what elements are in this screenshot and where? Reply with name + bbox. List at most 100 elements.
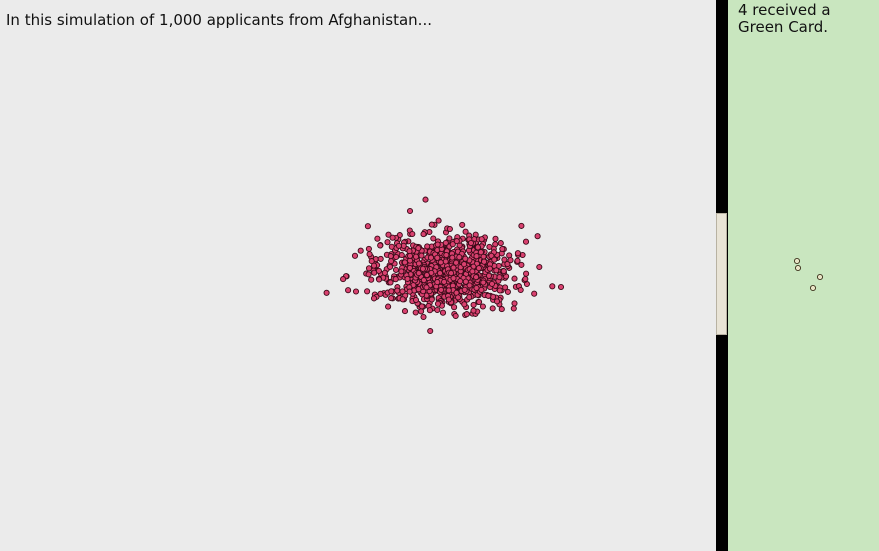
- applicant-dot: [437, 259, 444, 266]
- applicant-dot: [499, 245, 506, 253]
- applicant-dot: [461, 286, 468, 293]
- applicant-dot: [438, 286, 445, 293]
- applicant-dot: [466, 294, 473, 301]
- applicant-dot: [434, 279, 441, 286]
- applicant-dot: [392, 266, 400, 273]
- applicant-dot: [517, 286, 524, 294]
- applicant-dot: [399, 288, 406, 295]
- applicant-dot: [518, 261, 525, 268]
- applicant-dot: [514, 257, 521, 264]
- applicant-dot: [412, 253, 420, 260]
- applicant-dot: [451, 304, 458, 311]
- applicant-dot: [475, 265, 482, 272]
- applicant-dot: [477, 249, 484, 256]
- applicant-dot: [365, 245, 372, 252]
- applicant-dot: [439, 309, 447, 316]
- applicant-dot: [442, 239, 449, 246]
- applicant-dot: [462, 255, 469, 262]
- applicant-dot: [366, 251, 373, 258]
- applicant-dot: [531, 290, 538, 297]
- applicant-dot: [375, 267, 382, 274]
- applicant-dot: [463, 311, 470, 318]
- applicant-dot: [436, 270, 444, 277]
- applicant-dot: [415, 260, 422, 267]
- applicant-dot: [323, 289, 330, 296]
- applicant-dot: [511, 300, 518, 307]
- applicant-dot: [406, 264, 413, 271]
- applicant-dot: [493, 298, 501, 305]
- applicant-dot: [507, 257, 514, 264]
- applicant-dot: [399, 296, 406, 303]
- applicant-dot: [426, 307, 433, 314]
- applicant-dot: [491, 256, 498, 263]
- applicant-dot: [415, 245, 422, 252]
- applicant-dot: [501, 256, 508, 263]
- applicant-dot: [456, 254, 463, 261]
- applicant-dot: [518, 222, 525, 229]
- applicant-dot: [466, 282, 473, 289]
- green-card-recipient-dot: [794, 264, 802, 272]
- applicant-dot: [368, 276, 375, 283]
- applicant-dot: [406, 207, 414, 215]
- applicant-dot: [498, 306, 505, 313]
- applicant-dot: [401, 308, 409, 315]
- applicant-dot: [434, 300, 442, 307]
- applicant-dot: [485, 292, 492, 299]
- applicant-dot: [398, 268, 405, 275]
- applicant-dot: [430, 235, 437, 242]
- applicant-dot: [480, 279, 487, 286]
- applicant-dot: [395, 242, 402, 249]
- applicant-dot: [511, 275, 518, 282]
- applicant-dot: [384, 239, 391, 246]
- applicant-dot: [448, 270, 455, 277]
- applicant-dot: [392, 276, 399, 283]
- applicant-dot: [385, 303, 392, 310]
- applicant-dot: [423, 284, 430, 291]
- applicant-dot: [459, 221, 466, 228]
- applicant-dot: [473, 274, 480, 281]
- applicant-dot: [398, 252, 405, 259]
- applicant-dot: [474, 244, 481, 251]
- applicant-dot: [412, 296, 420, 304]
- applicant-dot: [486, 265, 493, 272]
- intro-text: In this simulation of 1,000 applicants f…: [6, 11, 432, 29]
- applicant-dot: [357, 247, 364, 254]
- applicant-dot: [452, 312, 459, 320]
- applicant-dot: [473, 253, 480, 260]
- applicant-dot: [445, 287, 452, 294]
- applicant-dot: [478, 236, 485, 243]
- applicant-dot: [388, 258, 395, 265]
- applicant-dot: [422, 196, 429, 203]
- applicant-dot: [434, 241, 441, 248]
- applicant-dot: [418, 252, 425, 259]
- applicant-dot: [365, 271, 372, 278]
- applicant-dot: [500, 268, 507, 275]
- applicant-dot: [461, 261, 468, 268]
- applicant-dot: [406, 252, 414, 259]
- applicant-dot: [424, 243, 431, 250]
- applicant-dot: [534, 233, 541, 240]
- applicant-dot: [428, 221, 435, 228]
- applicant-dot: [352, 288, 360, 295]
- applicant-dot: [489, 305, 496, 312]
- applicant-dot: [370, 295, 378, 302]
- applicant-dot: [461, 301, 468, 308]
- green-card-recipient-dot: [809, 284, 817, 292]
- applicant-dot: [412, 309, 419, 316]
- applicant-dot: [488, 280, 496, 287]
- applicant-dot: [387, 279, 394, 286]
- applicant-dot: [467, 239, 475, 247]
- applicant-dot: [486, 243, 493, 250]
- applicant-dot: [365, 265, 373, 272]
- applicant-dot: [394, 287, 401, 294]
- applicant-dot: [420, 277, 427, 284]
- applicant-dot: [492, 235, 499, 242]
- applicant-dot: [418, 308, 425, 315]
- applicant-dot: [423, 271, 430, 279]
- applicant-dot: [536, 263, 543, 271]
- applicant-dot: [406, 288, 413, 295]
- applicant-dot: [427, 254, 435, 261]
- applicant-dot: [434, 254, 441, 261]
- applicant-dot: [388, 288, 395, 295]
- applicant-dot: [504, 288, 511, 295]
